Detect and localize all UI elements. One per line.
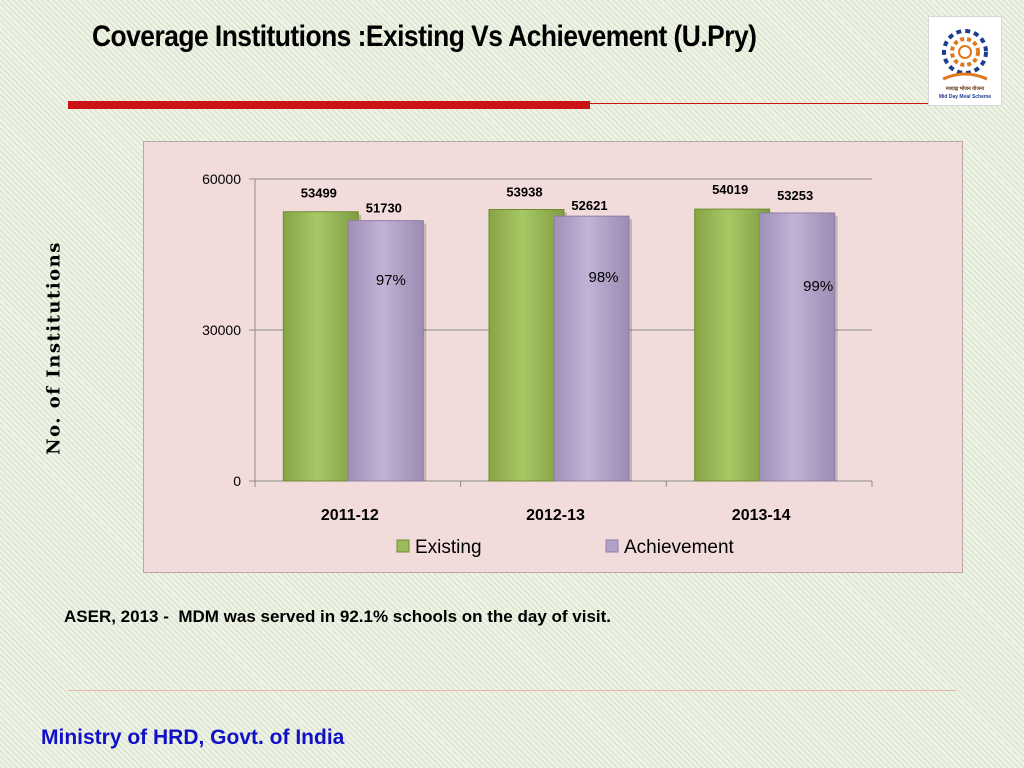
bar-achievement-2011-12 — [347, 220, 424, 482]
bar-chart: 0 30000 60000 53499 51730 97% 2011-12 53938 5262… — [202, 171, 873, 558]
percent-label: 97% — [376, 272, 406, 289]
legend-label-achievement: Achievement — [624, 537, 735, 558]
mid-day-meal-logo: मध्याह्न भोजन योजना Mid Day Meal Scheme — [928, 16, 1002, 106]
bar-achievement-2013-14 — [759, 212, 836, 482]
logo-text-english: Mid Day Meal Scheme — [938, 94, 992, 100]
x-tick-label: 2013-14 — [732, 507, 791, 524]
footer-text: Ministry of HRD, Govt. of India — [41, 726, 345, 749]
slide-title: Coverage Institutions :Existing Vs Achie… — [92, 20, 757, 53]
logo-emblem-icon — [942, 29, 988, 81]
y-tick-label: 30000 — [202, 322, 241, 338]
y-tick-label: 0 — [233, 473, 241, 489]
data-label: 54019 — [712, 182, 748, 197]
y-tick-label: 60000 — [202, 171, 241, 187]
title-underline-thick — [68, 101, 590, 109]
title-underline-thin — [590, 103, 930, 104]
legend-label-existing: Existing — [415, 537, 482, 558]
percent-label: 98% — [588, 269, 618, 286]
data-label: 53938 — [506, 185, 542, 200]
data-label: 53253 — [777, 188, 813, 203]
footer-divider — [68, 690, 956, 691]
data-label: 51730 — [366, 201, 402, 216]
bar-existing-2013-14 — [694, 208, 771, 482]
legend-swatch-existing — [396, 539, 410, 553]
bar-existing-2011-12 — [282, 211, 359, 482]
bar-existing-2012-13 — [488, 209, 565, 482]
percent-label: 99% — [803, 278, 833, 295]
data-label: 53499 — [301, 186, 337, 201]
chart-area: 0 30000 60000 53499 51730 97% 2011-12 53938 5262… — [143, 141, 963, 573]
bar-achievement-2012-13 — [553, 215, 630, 482]
logo-text-hindi: मध्याह्न भोजन योजना — [945, 86, 985, 92]
y-axis-title: No. of Institutions — [43, 241, 65, 455]
legend-swatch-achievement — [605, 539, 619, 553]
x-tick-label: 2012-13 — [526, 507, 585, 524]
x-tick-label: 2011-12 — [321, 507, 379, 524]
data-label: 52621 — [571, 198, 607, 213]
aser-note: ASER, 2013 - MDM was served in 92.1% sch… — [64, 607, 612, 626]
